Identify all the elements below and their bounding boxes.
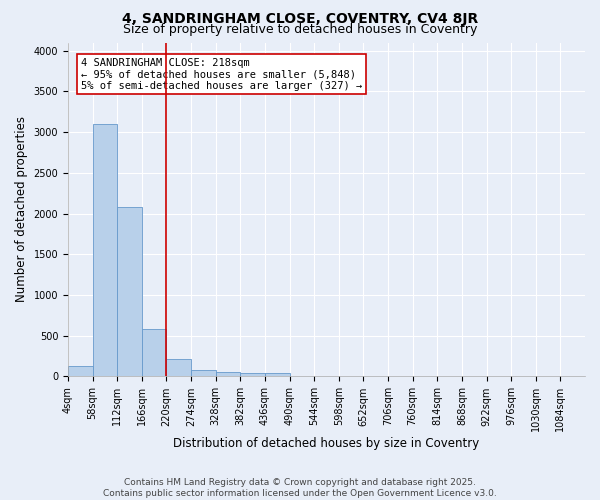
Bar [142, 329, 166, 376]
Bar [241, 373, 265, 376]
Text: Size of property relative to detached houses in Coventry: Size of property relative to detached ho… [123, 22, 477, 36]
Bar [92, 124, 117, 376]
Bar [191, 370, 216, 376]
Bar [117, 207, 142, 376]
X-axis label: Distribution of detached houses by size in Coventry: Distribution of detached houses by size … [173, 437, 479, 450]
Text: 4 SANDRINGHAM CLOSE: 218sqm
← 95% of detached houses are smaller (5,848)
5% of s: 4 SANDRINGHAM CLOSE: 218sqm ← 95% of det… [81, 58, 362, 90]
Bar [166, 360, 191, 376]
Bar [68, 366, 92, 376]
Text: Contains HM Land Registry data © Crown copyright and database right 2025.
Contai: Contains HM Land Registry data © Crown c… [103, 478, 497, 498]
Y-axis label: Number of detached properties: Number of detached properties [15, 116, 28, 302]
Text: 4, SANDRINGHAM CLOSE, COVENTRY, CV4 8JR: 4, SANDRINGHAM CLOSE, COVENTRY, CV4 8JR [122, 12, 478, 26]
Bar [216, 372, 241, 376]
Bar [265, 373, 290, 376]
